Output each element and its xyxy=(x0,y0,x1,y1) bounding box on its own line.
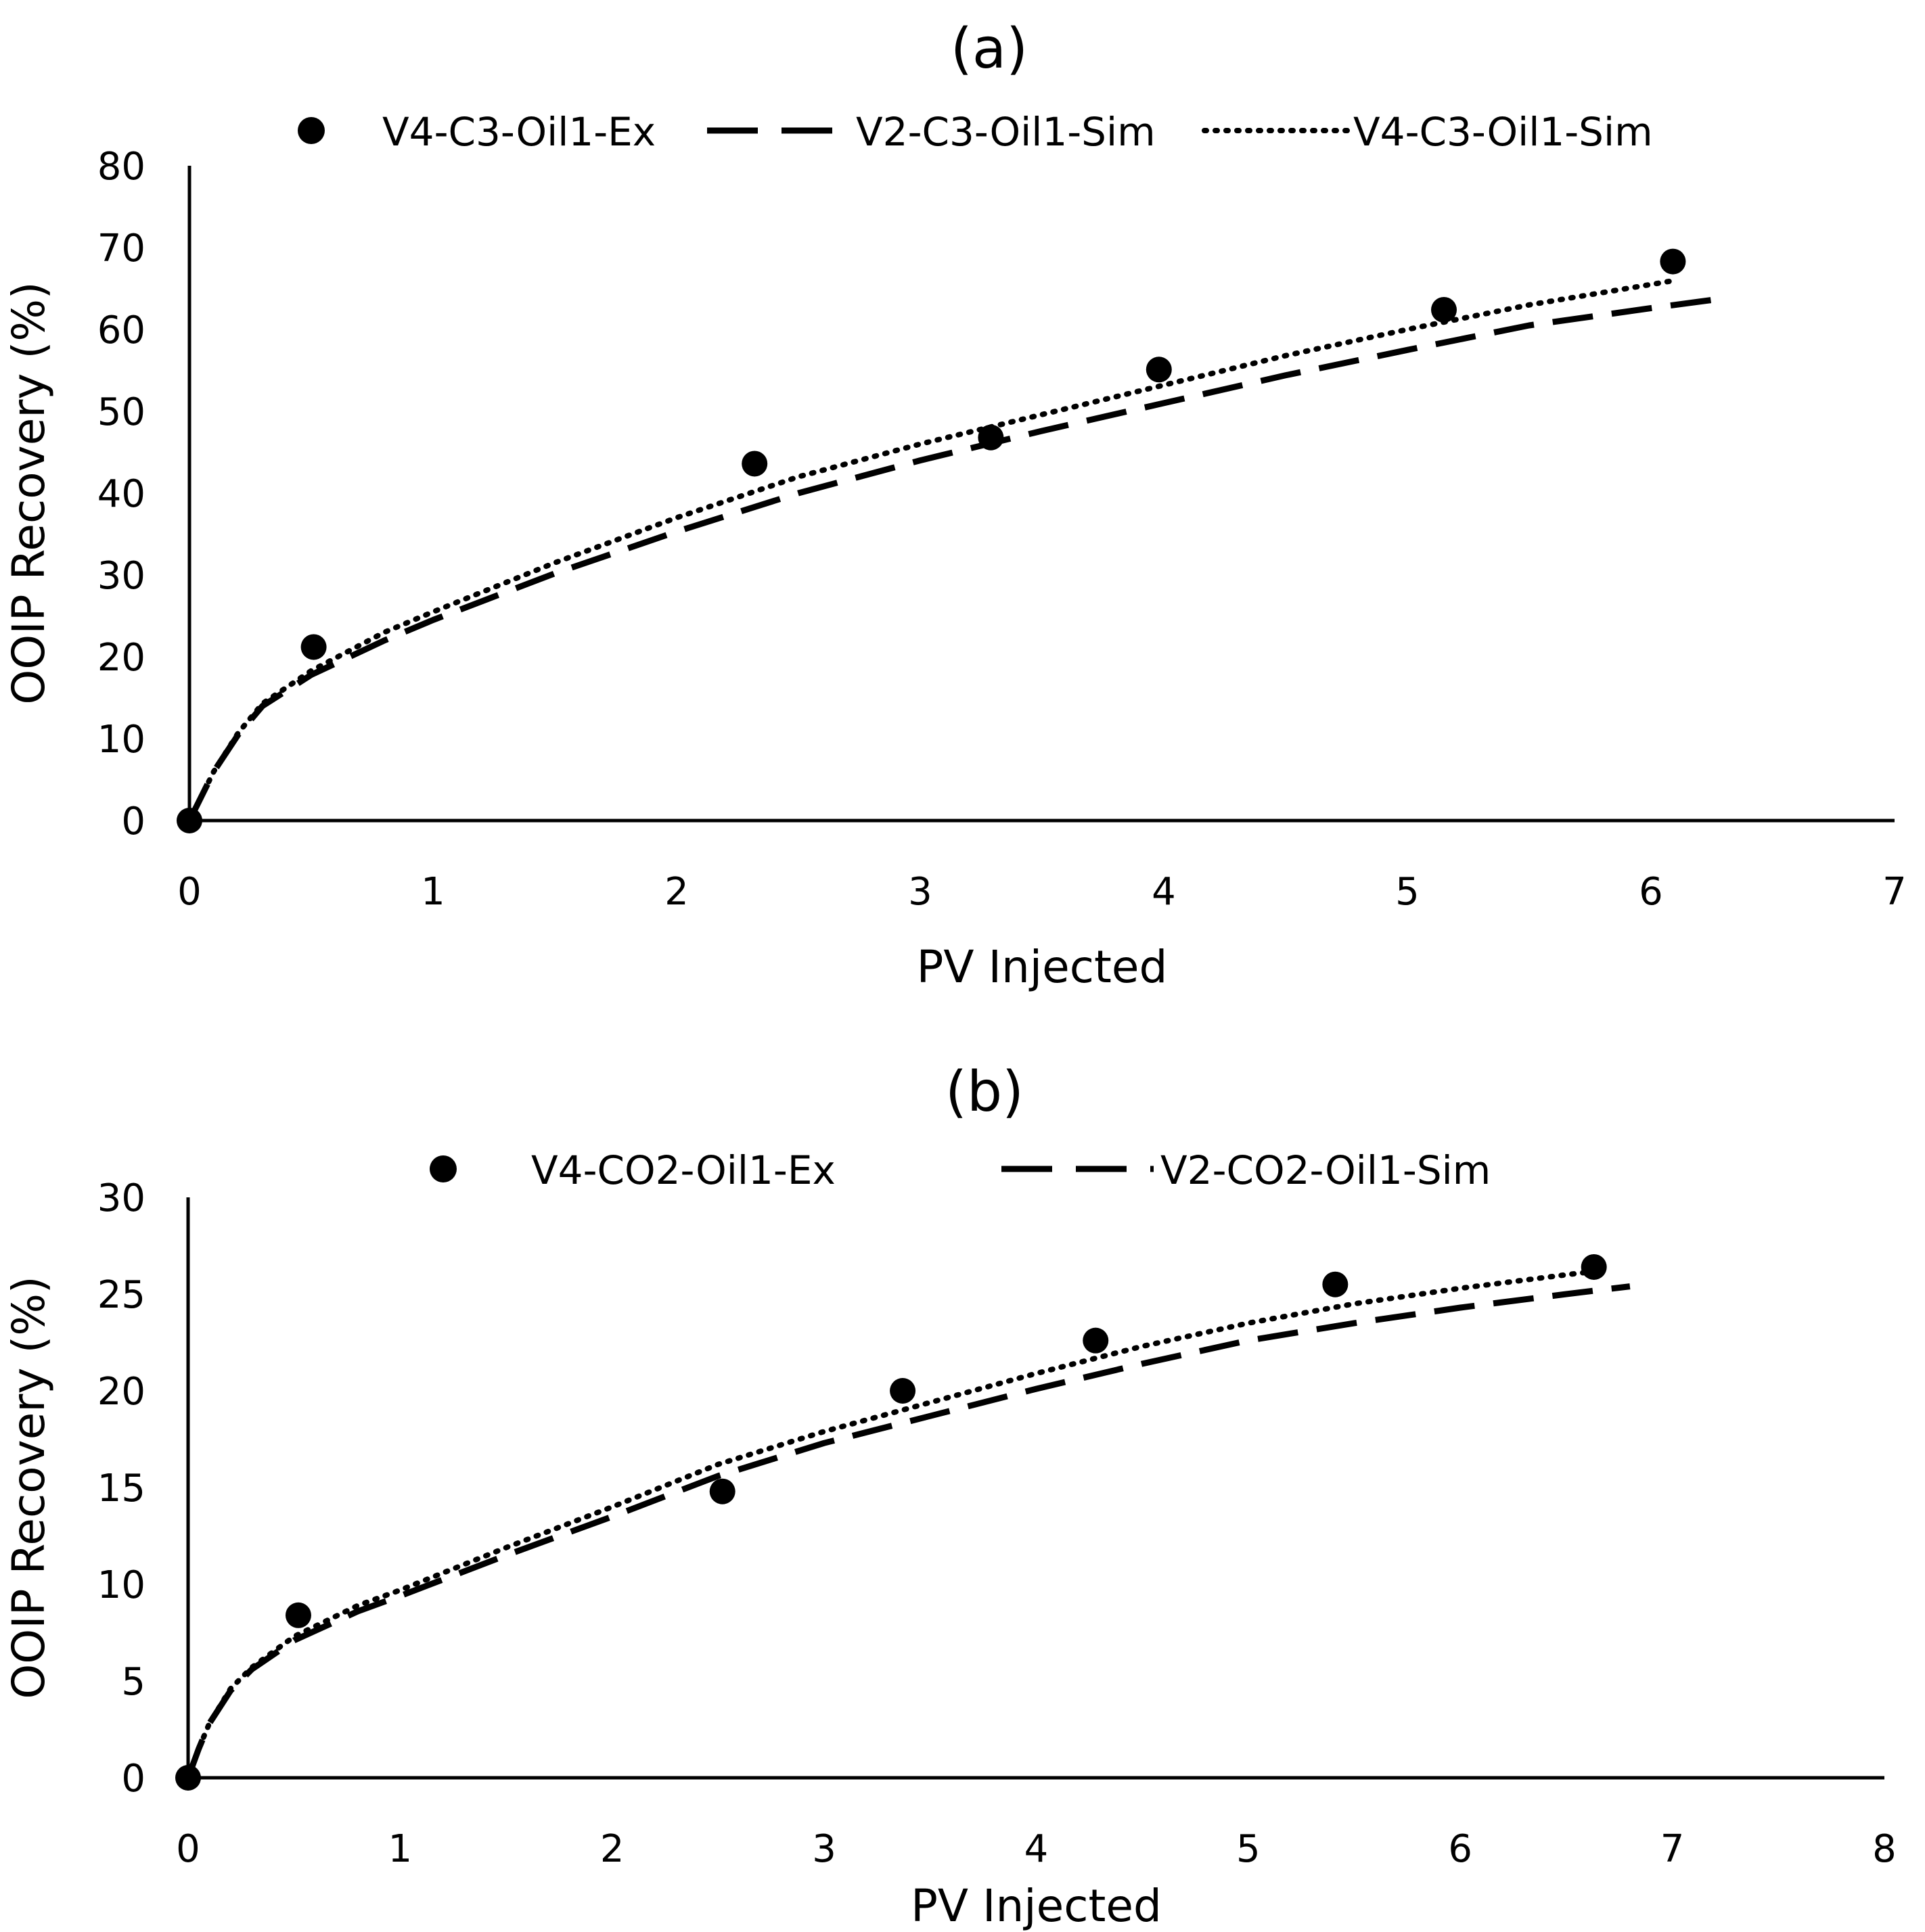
x-tick-label: 5 xyxy=(1395,870,1420,914)
x-tick-label: 4 xyxy=(1152,870,1176,914)
y-tick-label: 50 xyxy=(97,390,145,434)
data-point xyxy=(978,424,1004,451)
legend-item: V4-CO2-Oil1-Ex xyxy=(430,1147,836,1193)
y-tick-label: 15 xyxy=(97,1467,145,1511)
y-tick-label: 20 xyxy=(97,1370,145,1414)
legend-item: V4-C3-Oil1-Sim xyxy=(1202,109,1653,155)
data-point xyxy=(890,1378,916,1404)
data-point xyxy=(709,1478,735,1504)
x-tick-label: 3 xyxy=(908,870,932,914)
y-tick-label: 10 xyxy=(97,718,145,762)
legend-label: V4-C3-Oil1-Sim xyxy=(1353,109,1653,155)
y-tick-label: 60 xyxy=(97,308,145,352)
y-tick-label: 70 xyxy=(97,227,145,271)
series-line-dotted xyxy=(187,277,1678,823)
legend-item: V2-CO2-Oil1-Sim xyxy=(1001,1147,1491,1193)
series-line-dashed xyxy=(185,1283,1631,1779)
y-tick-label: 0 xyxy=(121,800,145,844)
x-tick-label: 5 xyxy=(1236,1827,1261,1871)
data-point xyxy=(175,1765,201,1791)
data-point xyxy=(177,808,202,833)
x-tick-label: 7 xyxy=(1882,870,1907,914)
data-point xyxy=(1083,1327,1109,1354)
data-point xyxy=(1322,1271,1349,1297)
legend-marker xyxy=(430,1155,457,1182)
data-point xyxy=(742,451,768,477)
y-tick-label: 30 xyxy=(97,554,145,598)
data-point xyxy=(1660,248,1686,275)
y-axis-label: OOIP Recovery (%) xyxy=(3,1276,55,1699)
data-point xyxy=(300,634,327,660)
chart-title: (b) xyxy=(945,1060,1024,1124)
y-tick-label: 25 xyxy=(97,1273,145,1317)
x-axis-label: PV Injected xyxy=(911,1880,1162,1932)
x-tick-label: 6 xyxy=(1639,870,1663,914)
x-tick-label: 0 xyxy=(177,870,202,914)
y-tick-label: 30 xyxy=(97,1176,145,1220)
y-tick-label: 0 xyxy=(121,1757,145,1801)
chart-b: (b) 0 1 2 3 4 5 6 7 8 0 5 10 15 20 25 30 PV Injected OOIP … xyxy=(3,1060,1897,1932)
data-point xyxy=(1431,296,1457,323)
y-tick-label: 10 xyxy=(97,1563,145,1607)
x-tick-label: 7 xyxy=(1660,1827,1685,1871)
y-axis-label: OOIP Recovery (%) xyxy=(3,281,55,704)
x-axis-label: PV Injected xyxy=(917,941,1168,993)
legend-item: V2-C3-Oil1-Sim xyxy=(707,109,1156,155)
series-line-dotted xyxy=(185,1268,1601,1780)
x-tick-label: 2 xyxy=(664,870,689,914)
legend-marker xyxy=(298,117,325,144)
series-line-dashed xyxy=(186,296,1713,822)
x-tick-label: 3 xyxy=(812,1827,836,1871)
data-point xyxy=(1581,1254,1607,1280)
x-tick-label: 0 xyxy=(176,1827,200,1871)
x-tick-label: 1 xyxy=(388,1827,413,1871)
x-tick-label: 1 xyxy=(421,870,445,914)
chart-title: (a) xyxy=(951,17,1028,81)
data-point xyxy=(285,1602,311,1628)
legend-label: V4-CO2-Oil1-Ex xyxy=(531,1147,836,1193)
data-point xyxy=(1146,356,1172,383)
x-tick-label: 8 xyxy=(1872,1827,1897,1871)
x-tick-label: 4 xyxy=(1024,1827,1049,1871)
y-tick-label: 5 xyxy=(121,1660,145,1704)
y-tick-label: 40 xyxy=(97,472,145,516)
y-tick-label: 80 xyxy=(97,145,145,189)
legend-label: V2-CO2-Oil1-Sim xyxy=(1160,1147,1491,1193)
legend-item: V4-C3-Oil1-Ex xyxy=(298,109,656,155)
x-tick-label: 6 xyxy=(1448,1827,1472,1871)
legend-label: V4-C3-Oil1-Ex xyxy=(382,109,656,155)
legend-label: V2-C3-Oil1-Sim xyxy=(856,109,1156,155)
y-tick-label: 20 xyxy=(97,636,145,680)
x-tick-label: 2 xyxy=(600,1827,625,1871)
